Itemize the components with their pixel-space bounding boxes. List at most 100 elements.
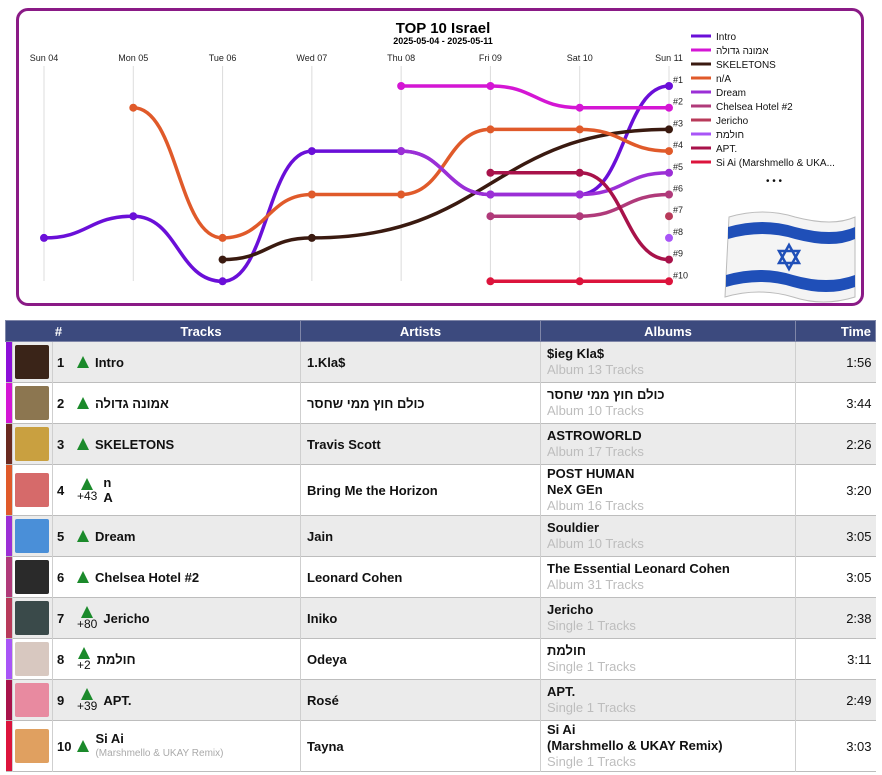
series-point[interactable] [397, 147, 406, 156]
series-point[interactable] [218, 277, 227, 286]
album-title[interactable]: Si Ai [547, 722, 576, 737]
album-cover[interactable] [15, 560, 49, 594]
series-point[interactable] [575, 168, 584, 177]
album-cover[interactable] [15, 427, 49, 461]
track-title[interactable]: אמונה גדולה [95, 395, 169, 411]
legend-entry[interactable]: SKELETONS [716, 60, 776, 71]
series-line[interactable] [488, 171, 671, 262]
artist-name[interactable]: כולם חוץ ממי שחסר [307, 395, 425, 411]
series-point[interactable] [665, 277, 673, 286]
track-title[interactable]: SKELETONS [95, 436, 175, 452]
series-point[interactable] [307, 233, 316, 242]
track-title-line2[interactable]: A [103, 490, 113, 505]
series-point[interactable] [486, 125, 495, 134]
series-point[interactable] [129, 212, 138, 221]
series-point[interactable] [40, 233, 48, 242]
artist-name[interactable]: Iniko [307, 610, 338, 626]
series-point[interactable] [486, 190, 495, 199]
album-cover[interactable] [15, 473, 49, 507]
legend-entry[interactable]: n/A [716, 74, 731, 85]
legend-entry[interactable]: APT. [716, 144, 737, 155]
table-row[interactable]: 6 Chelsea Hotel #2 Leonard Cohen The Essent… [5, 556, 876, 598]
series-point[interactable] [307, 147, 316, 156]
series-point[interactable] [575, 190, 584, 199]
series-point[interactable] [397, 190, 406, 199]
album-cover[interactable] [15, 642, 49, 676]
table-row[interactable]: 8 +2 חולמת Odeya חולמת Single 1 Tracks 3:11 [5, 638, 876, 680]
series-line[interactable] [220, 127, 671, 262]
artist-name[interactable]: 1.Kla$ [307, 354, 346, 370]
track-title[interactable]: Chelsea Hotel #2 [95, 569, 200, 585]
header-albums[interactable]: Albums [540, 320, 797, 342]
table-row[interactable]: 9 +39 APT. Rosé APT. Single 1 Tracks 2:49 [5, 679, 876, 721]
album-title[interactable]: $ieg Kla$ [547, 346, 605, 361]
series-point[interactable] [665, 255, 673, 264]
artist-name[interactable]: Travis Scott [307, 436, 381, 452]
artist-name[interactable]: Bring Me the Horizon [307, 482, 438, 498]
legend-entry[interactable]: אמונה גדולה [716, 45, 769, 57]
artist-name[interactable]: Tayna [307, 738, 344, 754]
series-point[interactable] [665, 168, 673, 177]
series-point[interactable] [665, 103, 673, 112]
album-cover[interactable] [15, 601, 49, 635]
series-line[interactable] [42, 84, 671, 284]
series-point[interactable] [575, 277, 584, 286]
series-point[interactable] [665, 233, 673, 242]
series-point[interactable] [665, 190, 673, 199]
track-title[interactable]: Intro [95, 354, 124, 370]
series-line[interactable] [399, 84, 671, 110]
series-point[interactable] [665, 212, 673, 221]
header-tracks[interactable]: Tracks [180, 323, 222, 339]
album-title-line2[interactable]: (Marshmello & UKAY Remix) [547, 738, 723, 753]
series-point[interactable] [307, 190, 316, 199]
album-title[interactable]: POST HUMAN [547, 466, 635, 481]
legend-entry[interactable]: Dream [716, 88, 746, 99]
table-row[interactable]: 5 Dream Jain Souldier Album 10 Tracks 3:05 [5, 515, 876, 557]
table-row[interactable]: 10 Si Ai (Marshmello & UKAY Remix) Tayna Si … [5, 720, 876, 772]
series-point[interactable] [397, 82, 406, 90]
album-title[interactable]: APT. [547, 684, 576, 699]
series-point[interactable] [486, 212, 495, 221]
series-point[interactable] [486, 82, 495, 90]
header-time[interactable]: Time [795, 320, 877, 342]
track-title[interactable]: Dream [95, 528, 136, 544]
artist-name[interactable]: Leonard Cohen [307, 569, 403, 585]
track-title[interactable]: Jericho [103, 610, 150, 626]
legend-entry[interactable]: חולמת [716, 129, 744, 141]
legend-entry[interactable]: Chelsea Hotel #2 [716, 102, 793, 113]
legend-entry[interactable]: Jericho [716, 116, 749, 127]
series-line[interactable] [399, 149, 671, 197]
legend-entry[interactable]: Intro [716, 32, 736, 43]
header-rank[interactable]: # [54, 323, 63, 339]
series-point[interactable] [486, 168, 495, 177]
legend-entry[interactable]: Si Ai (Marshmello & UKA... [716, 158, 835, 169]
album-title[interactable]: The Essential Leonard Cohen [547, 561, 730, 576]
album-title[interactable]: Souldier [547, 520, 600, 535]
album-title[interactable]: ASTROWORLD [547, 428, 642, 443]
album-cover[interactable] [15, 519, 49, 553]
track-title[interactable]: חולמת [96, 651, 136, 667]
track-title[interactable]: Si Ai [95, 731, 124, 746]
track-title[interactable]: APT. [103, 692, 132, 708]
artist-name[interactable]: Odeya [307, 651, 347, 667]
album-title-line2[interactable]: NeX GEn [547, 482, 603, 497]
album-cover[interactable] [15, 683, 49, 717]
series-point[interactable] [575, 212, 584, 221]
series-point[interactable] [486, 277, 495, 286]
album-cover[interactable] [15, 729, 49, 763]
header-artists[interactable]: Artists [300, 320, 542, 342]
artist-name[interactable]: Jain [307, 528, 334, 544]
series-point[interactable] [575, 103, 584, 112]
table-row[interactable]: 4 +43 n A Bring Me the Horizon POST HUMAN NeX … [5, 464, 876, 516]
album-cover[interactable] [15, 386, 49, 420]
album-title[interactable]: Jericho [547, 602, 594, 617]
artist-name[interactable]: Rosé [307, 692, 339, 708]
series-point[interactable] [665, 147, 673, 156]
album-title[interactable]: כולם חוץ ממי שחסר [547, 387, 665, 402]
album-cover[interactable] [15, 345, 49, 379]
album-title[interactable]: חולמת [547, 643, 586, 658]
legend-more[interactable]: • • • [766, 176, 783, 187]
series-point[interactable] [218, 233, 227, 242]
series-point[interactable] [665, 82, 673, 90]
table-row[interactable]: 7 +80 Jericho Iniko Jericho Single 1 Tracks 2:… [5, 597, 876, 639]
